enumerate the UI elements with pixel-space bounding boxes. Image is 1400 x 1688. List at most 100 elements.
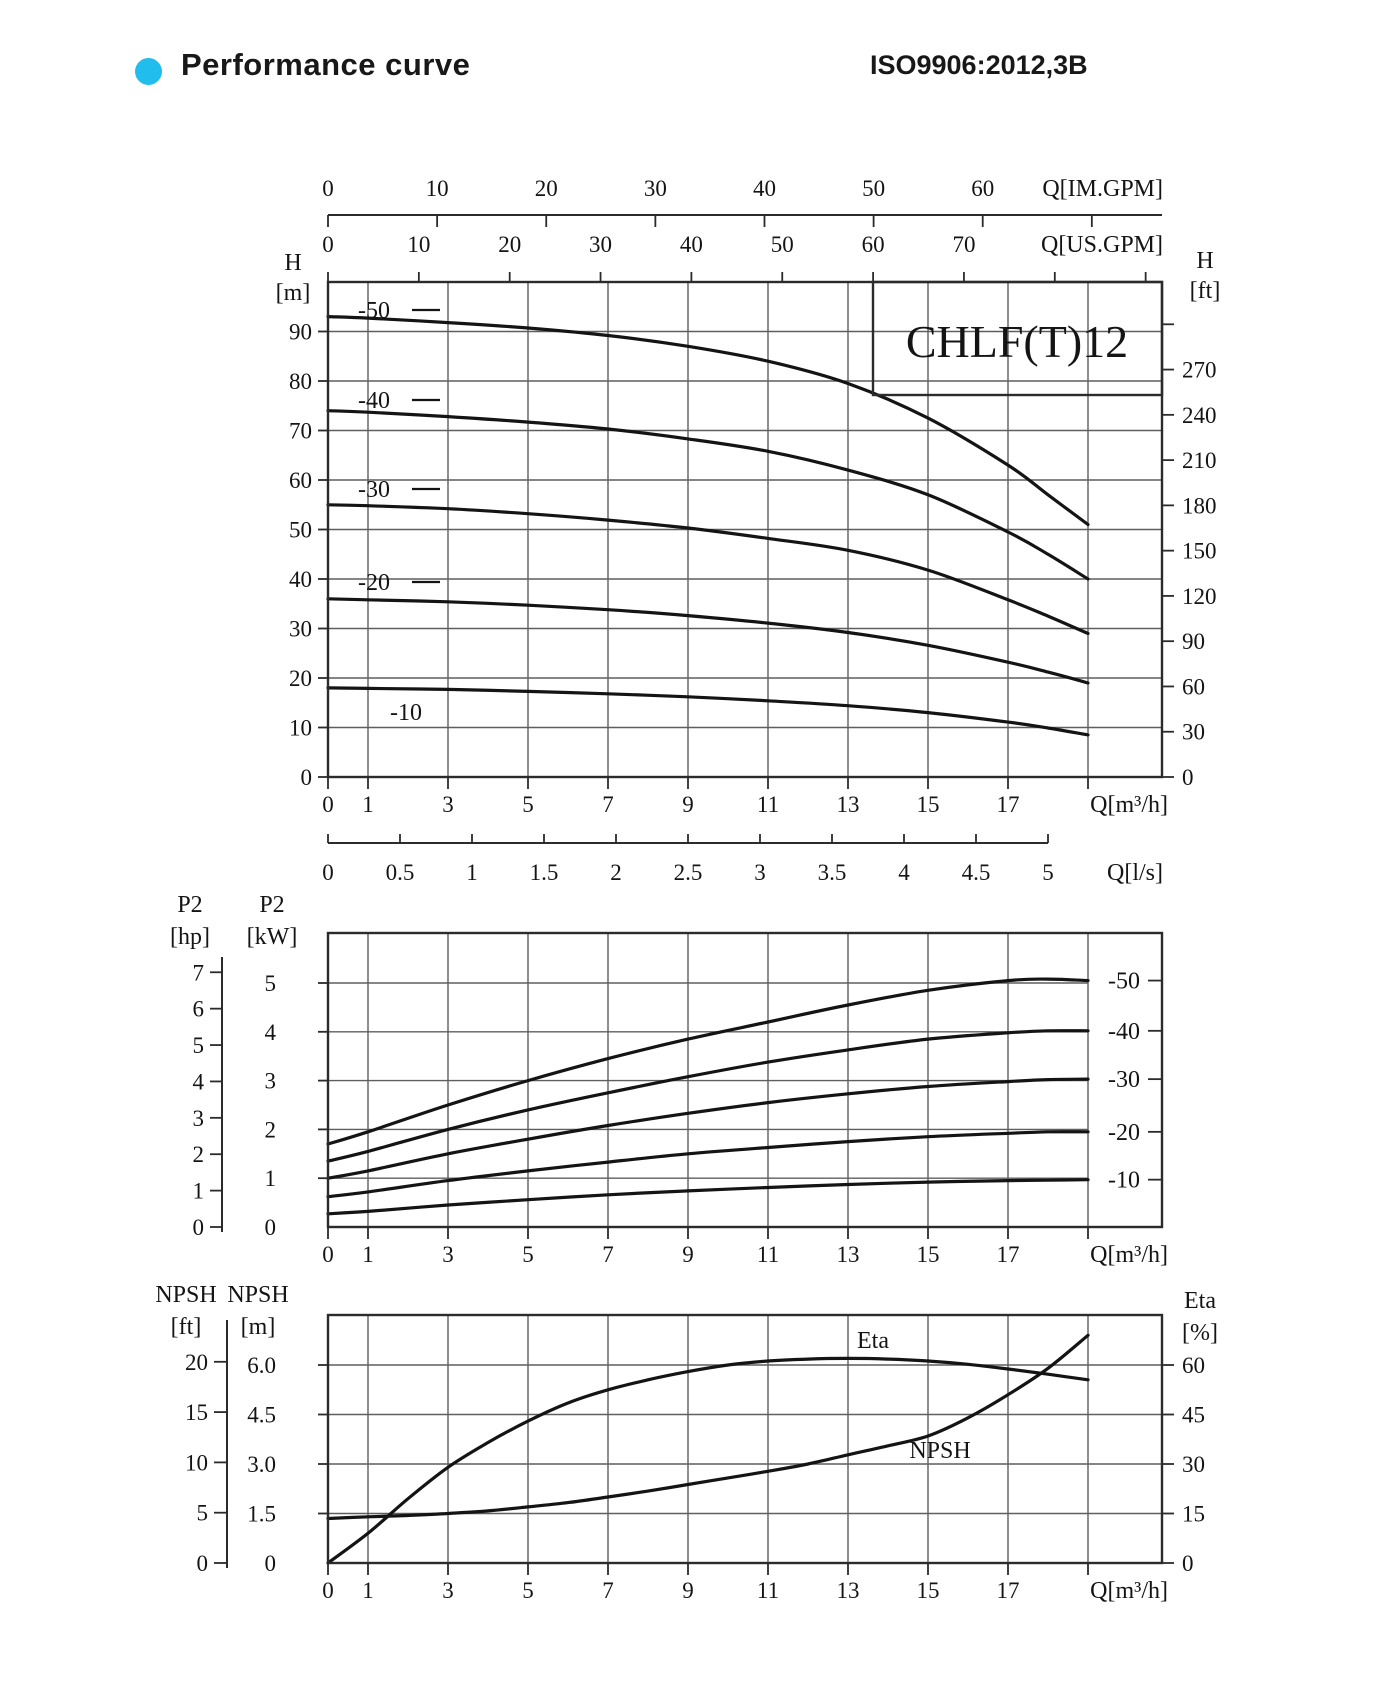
ls-tick-label: 1.5 [530,860,559,885]
head-y-right-tick-label: 120 [1182,584,1217,609]
head-y-right-title: H [1196,248,1213,274]
npsh-curve-label: NPSH [909,1438,970,1464]
im-gpm-axis: 0 10 20 30 40 50 60 Q[IM.GPM] [322,176,1163,227]
npsh-x-axis-label: Q[m³/h] [1090,1578,1168,1604]
head-x-tick-label: 3 [442,792,454,817]
us-gpm-tick-label: 30 [589,232,612,257]
head-y-left-axis: 0 10 20 30 40 50 60 70 80 90 H [m] [276,250,328,790]
power-hp-tick-label: 2 [193,1142,205,1167]
head-y-left-tick-label: 70 [289,419,312,444]
npsh-x-tick-label: 0 [322,1578,334,1603]
npsh-y-m-axis: 0 1.5 3.0 4.5 6.0 NPSH [m] [227,1282,328,1576]
head-x-tick-label: 17 [997,792,1020,817]
power-kw-tick-label: 4 [265,1020,277,1045]
us-gpm-axis-label: Q[US.GPM] [1041,232,1163,258]
npsh-curves [326,1333,1090,1565]
power-curve-label--10: -10 [1108,1168,1140,1194]
head-y-left-unit: [m] [276,280,311,306]
head-y-right-tick-label: 240 [1182,403,1217,428]
eta-tick-label: 45 [1182,1403,1205,1428]
page-title: Performance curve [181,47,471,82]
head-curve--50 [326,315,1090,527]
head-x-axis: 0 1 3 5 7 9 11 13 15 17 Q[m³/h] [322,777,1168,818]
head-y-right-tick-label: 0 [1182,765,1194,790]
npsh-x-tick-label: 5 [522,1578,534,1603]
power-curve--40 [326,1029,1090,1163]
npsh-x-tick-label: 3 [442,1578,454,1603]
ls-tick-label: 2 [610,860,622,885]
npsh-curve-Eta [326,1356,1090,1565]
head-x-tick-label: 1 [362,792,374,817]
eta-axis: 0 15 30 45 60 Eta [%] [1162,1288,1218,1576]
head-y-right-tick-label: 30 [1182,720,1205,745]
ls-tick-label: 4.5 [962,860,991,885]
head-x-axis-label: Q[m³/h] [1090,792,1168,818]
power-x-tick-label: 9 [682,1242,694,1267]
head-y-left-tick-label: 50 [289,518,312,543]
model-label: CHLF(T)12 [906,316,1128,367]
im-gpm-tick-label: 40 [753,176,776,201]
head-x-tick-label: 15 [917,792,940,817]
head-curve-label--20: -20 [358,570,390,596]
ls-tick-label: 0 [322,860,334,885]
npsh-m-tick-label: 6.0 [247,1353,276,1378]
power-hp-tick-label: 4 [193,1069,205,1094]
im-gpm-tick-label: 50 [862,176,885,201]
npsh-m-tick-label: 0 [265,1551,277,1576]
eta-tick-label: 0 [1182,1551,1194,1576]
us-gpm-tick-label: 20 [498,232,521,257]
power-y-kw-axis: 0 1 2 3 4 5 P2 [kW] [247,892,328,1240]
head-curve--40 [326,409,1090,581]
head-y-right-tick-label: 210 [1182,448,1217,473]
head-chart: CHLF(T)120 1 3 5 7 9 11 13 15 17 Q[m³/h]0102030405… [276,176,1221,886]
power-gridlines [328,933,1089,1227]
power-curve-labels: -50 -40 -30 -20 -10 [1108,969,1162,1194]
npsh-curve-labels: Eta NPSH [857,1328,971,1464]
npsh-x-tick-label: 1 [362,1578,374,1603]
power-x-tick-label: 17 [997,1242,1020,1267]
head-curve-label--10: -10 [390,700,422,726]
eta-tick-label: 30 [1182,1452,1205,1477]
power-hp-tick-label: 0 [193,1215,205,1240]
head-x-tick-label: 0 [322,792,334,817]
power-x-axis: 0 1 3 5 7 9 11 13 15 17 Q[m³/h] [322,1227,1168,1268]
ls-tick-label: 2.5 [674,860,703,885]
npsh-ft-tick-label: 5 [197,1501,209,1526]
npsh-ft-tick-label: 0 [197,1551,209,1576]
npsh-gridlines [328,1315,1162,1563]
power-curve-label--40: -40 [1108,1019,1140,1045]
eta-curve-label: Eta [857,1328,889,1354]
npsh-ft-tick-label: 10 [185,1450,208,1475]
head-y-left-tick-label: 10 [289,716,312,741]
npsh-ft-tick-label: 20 [185,1350,208,1375]
head-y-right-tick-label: 270 [1182,358,1217,383]
power-hp-tick-label: 7 [193,960,205,985]
power-hp-title: P2 [177,892,202,918]
npsh-plot-border [326,1313,1164,1565]
power-kw-tick-label: 0 [265,1215,277,1240]
head-y-left-title: H [284,250,301,276]
npsh-m-tick-label: 1.5 [247,1502,276,1527]
power-kw-tick-label: 3 [265,1069,277,1094]
head-y-left-tick-label: 80 [289,369,312,394]
im-gpm-tick-label: 20 [535,176,558,201]
head-y-right-tick-label: 180 [1182,493,1217,518]
head-curve-label--50: -50 [358,298,390,324]
power-curve-label--50: -50 [1108,969,1140,995]
ls-tick-label: 1 [466,860,478,885]
us-gpm-tick-label: 50 [771,232,794,257]
eta-tick-label: 15 [1182,1502,1205,1527]
head-y-right-tick-label: 90 [1182,629,1205,654]
power-x-tick-label: 13 [837,1242,860,1267]
power-curve--20 [326,1130,1090,1199]
head-y-left-tick-label: 90 [289,320,312,345]
head-y-right-tick-label: 150 [1182,539,1217,564]
im-gpm-axis-label: Q[IM.GPM] [1042,176,1163,202]
ls-tick-label: 3 [754,860,766,885]
us-gpm-tick-label: 40 [680,232,703,257]
npsh-m-tick-label: 3.0 [247,1452,276,1477]
npsh-m-tick-label: 4.5 [247,1403,276,1428]
npsh-x-tick-label: 13 [837,1578,860,1603]
power-x-tick-label: 3 [442,1242,454,1267]
npsh-ft-unit: [ft] [171,1314,202,1340]
